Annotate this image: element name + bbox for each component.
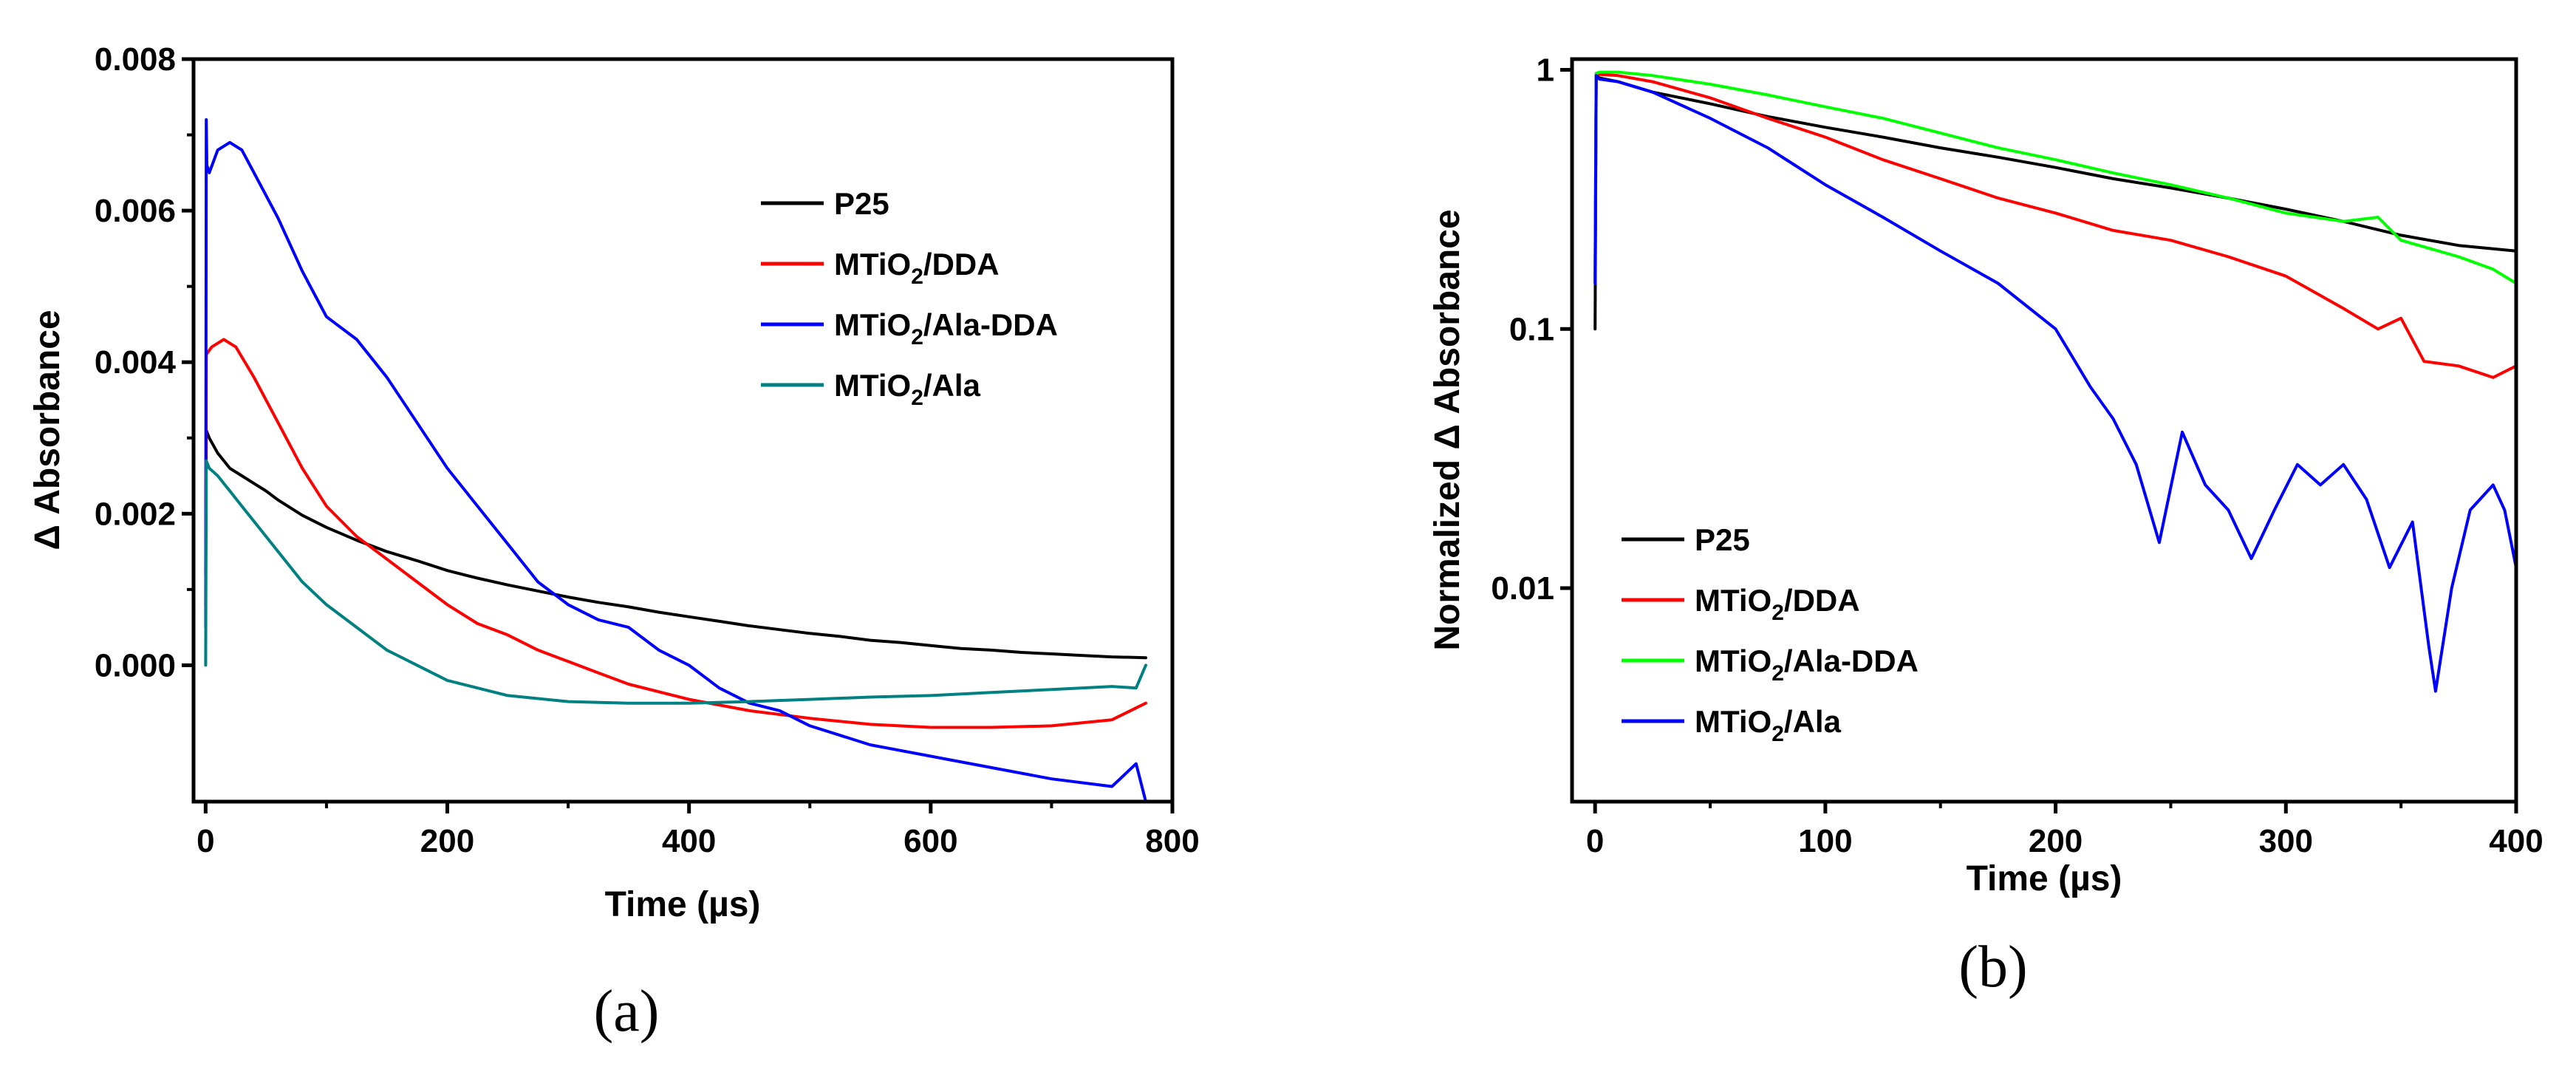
- chart-a-ticks: 0 200 400 600 800 0.000 0.002 0.004 0.006 0.008: [95, 41, 1200, 859]
- chart-a-legend: P25 MTiO2/DDA MTiO2/Ala-DDA MTiO2/Ala: [761, 186, 1058, 410]
- chart-a-plot-frame: [191, 57, 1175, 804]
- chart-a-x-tick-label-2: 400: [662, 823, 716, 859]
- chart-a-x-tick-label-3: 600: [903, 823, 957, 859]
- chart-a-series-group: [204, 118, 1147, 802]
- chart-b-x-tick-label-4: 400: [2489, 823, 2543, 859]
- chart-b-y-tick-label-1: 0.1: [1509, 311, 1554, 347]
- chart-b-y-tick-label-0: 0.01: [1491, 570, 1554, 607]
- chart-a-legend-label-3: MTiO2/Ala: [834, 368, 981, 410]
- chart-a-series-2: [204, 118, 1147, 802]
- chart-b-y-tick-label-2: 1: [1537, 52, 1554, 89]
- chart-b-x-tick-label-0: 0: [1586, 823, 1604, 859]
- chart-b-series-group: [1593, 70, 2516, 693]
- chart-b-legend-label-2: MTiO2/Ala-DDA: [1695, 644, 1919, 686]
- chart-a: 0 200 400 600 800 0.000 0.002 0.004 0.006 0.008 P…: [28, 41, 1200, 924]
- chart-a-x-axis-label: Time (µs): [605, 885, 761, 924]
- chart-a-x-tick-label-0: 0: [197, 823, 214, 859]
- chart-b-plot-frame: [1570, 57, 2518, 804]
- chart-b-x-tick-label-1: 100: [1798, 823, 1852, 859]
- chart-a-y-tick-label-3: 0.006: [95, 193, 176, 229]
- chart-a-legend-label-2: MTiO2/Ala-DDA: [834, 307, 1058, 349]
- panel-label-b: (b): [1958, 935, 2027, 1000]
- chart-b-legend-label-0: P25: [1695, 522, 1750, 557]
- chart-b-x-axis-label: Time (µs): [1967, 859, 2122, 898]
- chart-a-y-axis-label: Δ Absorbance: [28, 310, 67, 550]
- chart-b-series-1: [1593, 72, 2516, 379]
- chart-b-series-3: [1593, 74, 2516, 693]
- chart-a-series-0: [204, 429, 1147, 660]
- chart-b: 0 100 200 300 400 0.01 0.1 1 P25 MTiO2/DDA MTiO2/…: [1428, 52, 2543, 898]
- chart-b-legend: P25 MTiO2/DDA MTiO2/Ala-DDA MTiO2/Ala: [1622, 522, 1919, 746]
- chart-a-legend-label-1: MTiO2/DDA: [834, 247, 1000, 289]
- chart-a-series-1: [204, 338, 1147, 729]
- chart-a-y-tick-label-2: 0.004: [95, 344, 177, 380]
- chart-b-legend-label-1: MTiO2/DDA: [1695, 583, 1860, 625]
- chart-a-x-tick-label-1: 200: [420, 823, 474, 859]
- chart-a-y-tick-label-4: 0.008: [95, 41, 176, 78]
- chart-a-x-tick-label-4: 800: [1145, 823, 1199, 859]
- chart-a-legend-label-0: P25: [834, 186, 889, 221]
- chart-b-y-axis-label: Normalized Δ Absorbance: [1428, 209, 1467, 650]
- chart-a-y-tick-label-1: 0.002: [95, 496, 176, 532]
- panel-label-a: (a): [594, 979, 660, 1044]
- chart-a-series-3: [204, 459, 1147, 705]
- chart-b-x-tick-label-3: 300: [2259, 823, 2313, 859]
- chart-b-ticks: 0 100 200 300 400 0.01 0.1 1: [1491, 52, 2543, 859]
- chart-a-y-tick-label-0: 0.000: [95, 647, 176, 683]
- chart-b-legend-label-3: MTiO2/Ala: [1695, 704, 1842, 746]
- chart-b-series-2: [1593, 70, 2516, 285]
- chart-b-x-tick-label-2: 200: [2029, 823, 2083, 859]
